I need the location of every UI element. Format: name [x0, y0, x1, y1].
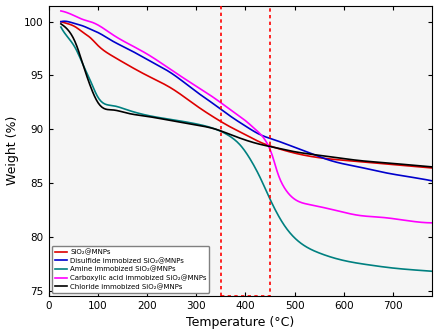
Legend: SiO₂@MNPs, Disulfide immobized SiO₂@MNPs, Amine immobized SiO₂@MNPs, Carboxylic : SiO₂@MNPs, Disulfide immobized SiO₂@MNPs… — [52, 246, 209, 292]
Y-axis label: Weight (%): Weight (%) — [6, 116, 18, 186]
X-axis label: Temperature (°C): Temperature (°C) — [187, 317, 295, 329]
Bar — [221, 0, 270, 296]
